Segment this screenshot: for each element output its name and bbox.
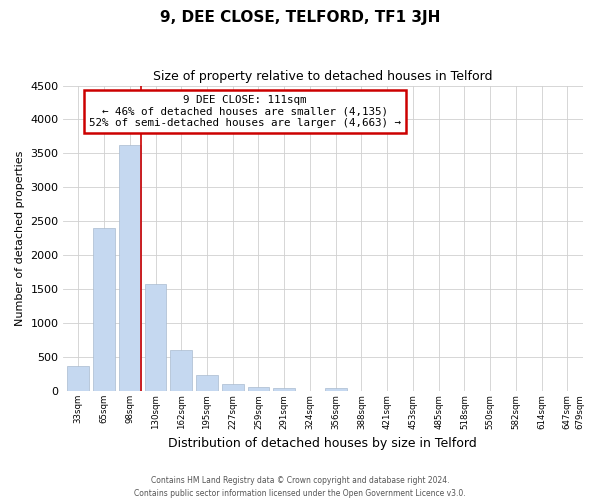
Bar: [119, 146, 141, 391]
Bar: [248, 388, 269, 391]
Y-axis label: Number of detached properties: Number of detached properties: [15, 150, 25, 326]
Bar: [222, 384, 244, 391]
Text: 9, DEE CLOSE, TELFORD, TF1 3JH: 9, DEE CLOSE, TELFORD, TF1 3JH: [160, 10, 440, 25]
Text: Contains HM Land Registry data © Crown copyright and database right 2024.
Contai: Contains HM Land Registry data © Crown c…: [134, 476, 466, 498]
Bar: [273, 388, 295, 391]
X-axis label: Distribution of detached houses by size in Telford: Distribution of detached houses by size …: [169, 437, 477, 450]
Bar: [67, 366, 89, 391]
Bar: [196, 374, 218, 391]
Bar: [325, 388, 347, 391]
Bar: [93, 228, 115, 391]
Title: Size of property relative to detached houses in Telford: Size of property relative to detached ho…: [153, 70, 493, 83]
Text: 9 DEE CLOSE: 111sqm
← 46% of detached houses are smaller (4,135)
52% of semi-det: 9 DEE CLOSE: 111sqm ← 46% of detached ho…: [89, 94, 401, 128]
Bar: [145, 284, 166, 391]
Bar: [170, 350, 192, 391]
Text: 679sqm: 679sqm: [576, 394, 585, 429]
